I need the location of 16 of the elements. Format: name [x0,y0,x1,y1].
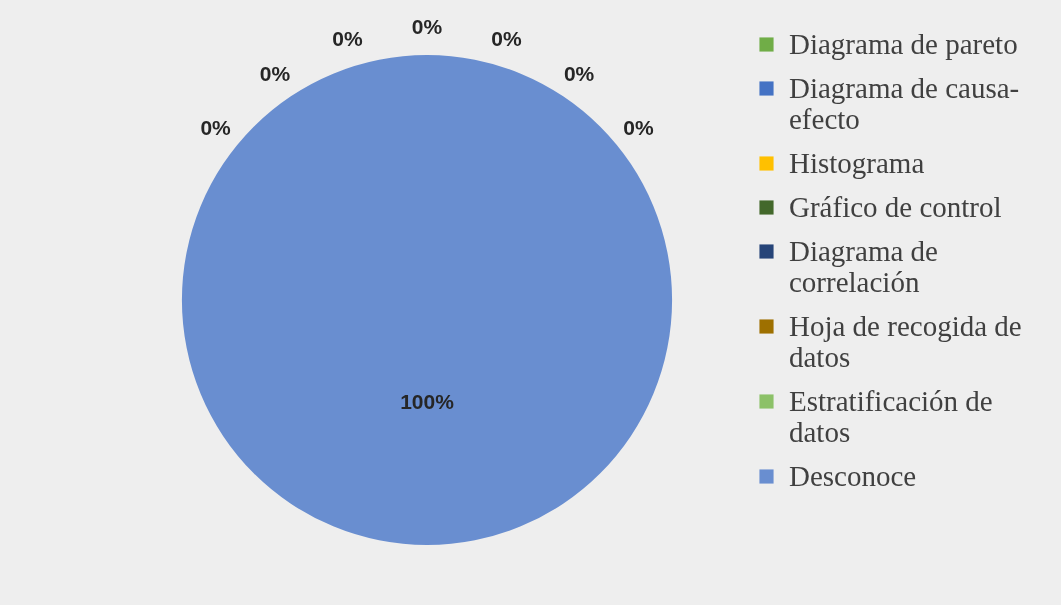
legend-label: Diagrama de correlación [789,234,938,298]
text: 0% [411,15,443,38]
legend-label: Desconoce [789,459,917,492]
legend-label: Diagrama de causa-efecto [789,71,1020,135]
legend-label: Histograma [789,146,925,179]
text: 0% [623,115,654,139]
text: 0% [563,61,595,85]
legend-label: Estratificación de datos [789,384,993,448]
legend-label: Diagrama de pareto [789,27,1018,60]
text: 0% [491,26,522,50]
legend-label: Hoja de recogida de datos [789,309,1022,373]
data-label: 100% [400,389,455,413]
text: 0% [332,26,363,50]
text: 0% [259,61,291,85]
text: 0% [200,115,231,139]
legend-label: Gráfico de control [789,190,1002,223]
